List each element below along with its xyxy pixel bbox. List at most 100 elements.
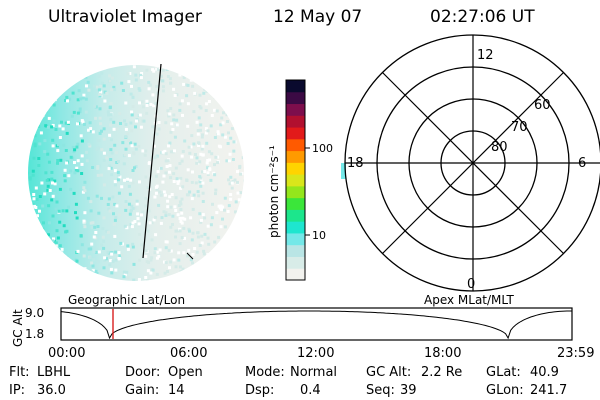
- speckle: [187, 145, 191, 149]
- speckle: [177, 258, 181, 262]
- speckle: [129, 178, 133, 182]
- speckle: [154, 191, 158, 195]
- speckle: [78, 107, 82, 111]
- speckle: [59, 158, 63, 162]
- speckle: [159, 221, 163, 225]
- speckle: [229, 193, 233, 196]
- speckle: [178, 162, 182, 165]
- speckle: [72, 191, 76, 195]
- speckle: [124, 147, 128, 151]
- speckle: [166, 199, 170, 203]
- speckle: [54, 241, 58, 245]
- speckle: [65, 131, 69, 135]
- speckle: [50, 177, 54, 181]
- speckle: [182, 251, 186, 255]
- speckle: [213, 173, 217, 177]
- speckle: [122, 162, 126, 166]
- speckle: [213, 240, 217, 244]
- speckle: [113, 169, 117, 173]
- speckle: [98, 92, 102, 96]
- speckle: [90, 226, 94, 229]
- speckle: [213, 163, 216, 167]
- speckle: [210, 152, 214, 156]
- speckle: [171, 223, 174, 226]
- speckle: [31, 173, 35, 177]
- speckle: [201, 153, 205, 157]
- speckle: [197, 141, 201, 145]
- speckle: [152, 69, 156, 73]
- speckle: [109, 267, 113, 271]
- speckle: [116, 160, 120, 163]
- speckle: [80, 139, 84, 143]
- speckle: [206, 129, 210, 133]
- speckle: [138, 88, 142, 92]
- speckle: [175, 118, 179, 122]
- speckle: [229, 136, 233, 140]
- speckle: [204, 127, 208, 131]
- speckle: [164, 214, 168, 217]
- speckle: [111, 259, 115, 263]
- speckle: [173, 149, 176, 153]
- speckle: [147, 261, 151, 265]
- speckle: [196, 231, 200, 235]
- speckle: [89, 221, 93, 225]
- speckle: [109, 166, 113, 170]
- colorbar-tick-label-100: 100: [312, 142, 333, 155]
- speckle: [169, 225, 173, 229]
- speckle: [155, 132, 159, 136]
- speckle: [167, 144, 170, 148]
- lat-label-60: 60: [534, 98, 551, 113]
- speckle: [159, 193, 163, 197]
- speckle: [87, 247, 91, 251]
- speckle: [207, 242, 211, 246]
- speckle: [180, 159, 184, 163]
- speckle: [76, 111, 80, 115]
- timeline-xtick-2359: 23:59: [557, 346, 595, 361]
- speckle: [162, 190, 166, 194]
- speckle: [56, 143, 60, 147]
- speckle: [168, 170, 171, 174]
- speckle: [172, 87, 176, 91]
- speckle: [50, 170, 54, 174]
- speckle: [54, 128, 58, 131]
- speckle: [126, 132, 130, 136]
- speckle: [89, 247, 93, 251]
- speckle: [171, 128, 175, 131]
- speckle: [88, 144, 92, 148]
- speckle: [122, 270, 126, 274]
- speckle: [61, 209, 65, 213]
- speckle: [99, 90, 103, 94]
- speckle: [83, 180, 87, 184]
- colorbar-frame: [285, 79, 306, 281]
- speckle: [111, 76, 114, 80]
- speckle: [207, 100, 211, 103]
- speckle: [173, 135, 177, 139]
- speckle: [52, 119, 56, 123]
- speckle: [114, 216, 118, 220]
- speckle: [148, 221, 152, 225]
- speckle: [100, 196, 103, 200]
- speckle: [61, 127, 65, 131]
- speckle: [84, 97, 88, 101]
- speckle: [83, 189, 87, 193]
- speckle: [180, 99, 184, 103]
- speckle: [98, 94, 102, 98]
- speckle: [191, 253, 195, 256]
- speckle: [144, 254, 148, 258]
- speckle: [158, 248, 162, 252]
- speckle: [169, 176, 173, 180]
- speckle: [69, 187, 73, 191]
- speckle: [127, 202, 131, 206]
- speckle: [178, 102, 182, 106]
- speckle: [209, 178, 213, 182]
- speckle: [168, 112, 172, 116]
- speckle: [230, 181, 234, 185]
- speckle: [177, 179, 181, 183]
- colorbar-cell: [286, 232, 305, 246]
- speckle: [100, 71, 104, 75]
- speckle: [116, 170, 120, 174]
- speckle: [89, 129, 93, 133]
- speckle: [156, 170, 160, 174]
- speckle: [54, 243, 58, 247]
- speckle: [112, 222, 116, 226]
